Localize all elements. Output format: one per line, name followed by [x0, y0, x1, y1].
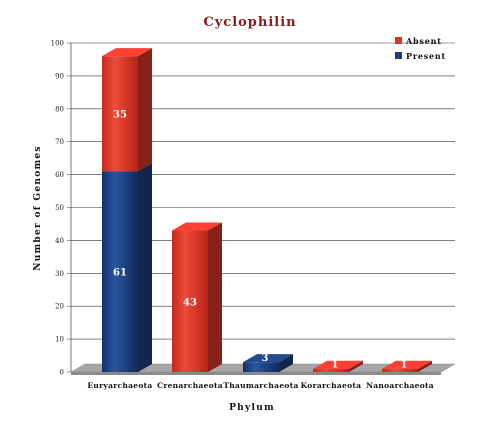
y-tick-label: 20	[55, 303, 64, 311]
legend-label-present: Present	[406, 51, 446, 61]
y-tick-label: 0	[60, 369, 64, 377]
bar-side	[138, 48, 152, 172]
y-tick-label: 10	[55, 336, 64, 344]
bar-side	[138, 163, 152, 372]
bar-top	[243, 354, 293, 363]
y-tick-label: 70	[55, 138, 64, 146]
legend: Absent Present	[395, 36, 446, 61]
bar-front	[382, 368, 418, 372]
legend-swatch-present	[395, 52, 402, 59]
y-tick-label: 60	[55, 171, 64, 179]
x-axis-ticks: Euryarchaeota Crenarchaeota Thaumarchaeota…	[87, 381, 434, 390]
y-tick-label: 40	[55, 237, 64, 245]
bar-top	[313, 360, 363, 369]
bar-absent-korarchaeota	[313, 360, 363, 372]
chart-title: Cyclophilin	[203, 15, 296, 30]
y-axis-title: Number of Genomes	[33, 145, 43, 271]
bar-side	[279, 354, 293, 372]
bar-front	[102, 171, 138, 372]
bar-side	[208, 222, 222, 372]
bar-side	[349, 360, 363, 372]
bar-top	[102, 48, 152, 57]
x-tick-label: Nanoarchaeota	[366, 381, 434, 390]
y-tick-label: 100	[51, 40, 64, 48]
data-label-absent-nanoarchaeota: 1	[401, 360, 408, 371]
y-tick-label: 30	[55, 270, 64, 278]
bar-absent-euryarchaeota	[102, 48, 152, 172]
bar-front	[102, 56, 138, 172]
data-label-absent-euryarchaeota: 35	[113, 110, 127, 121]
data-label-absent-crenarchaeota: 43	[183, 297, 197, 308]
bar-present-euryarchaeota	[102, 163, 152, 372]
y-tick-label: 90	[55, 72, 64, 80]
y-axis-ticks: 0 10 20 30 40 50 60 70 80 90 100	[51, 40, 64, 377]
bar-present-thaumarchaeota	[243, 354, 293, 372]
x-tick-label: Euryarchaeota	[87, 381, 152, 390]
bar-front	[243, 362, 279, 372]
x-tick-label: Crenarchaeota	[157, 381, 223, 390]
bar-side	[418, 360, 432, 372]
bars	[102, 48, 432, 372]
legend-label-absent: Absent	[405, 36, 442, 46]
y-tick-label: 80	[55, 105, 64, 113]
bar-absent-nanoarchaeota	[382, 360, 432, 372]
x-tick-label: Korarchaeota	[301, 381, 362, 390]
chart-floor-edge	[71, 372, 441, 375]
y-tick-label: 50	[55, 204, 64, 212]
data-label-absent-korarchaeota: 1	[332, 360, 339, 371]
bar-top	[382, 360, 432, 369]
data-label-present-thaumarchaeota: 3	[262, 353, 269, 364]
x-axis-title: Phylum	[229, 403, 275, 413]
bar-top	[172, 222, 222, 231]
bar-absent-crenarchaeota	[172, 222, 222, 372]
legend-swatch-absent	[395, 37, 402, 44]
data-label-present-euryarchaeota: 61	[113, 268, 127, 279]
data-labels: 61 35 43 3 1 1	[113, 110, 407, 371]
bar-front	[172, 230, 208, 372]
x-tick-label: Thaumarchaeota	[223, 381, 298, 390]
bar-front	[313, 368, 349, 372]
